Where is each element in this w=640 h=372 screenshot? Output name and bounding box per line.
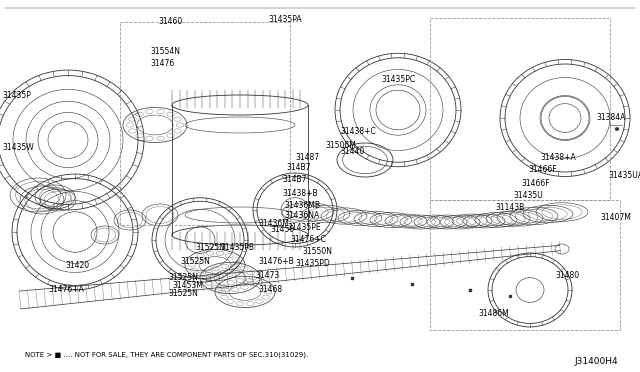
Text: 31435W: 31435W bbox=[2, 144, 34, 153]
Text: J31400H4: J31400H4 bbox=[574, 357, 618, 366]
Text: 31436NA: 31436NA bbox=[284, 212, 319, 221]
Text: 31554N: 31554N bbox=[150, 48, 180, 57]
Text: 31435PE: 31435PE bbox=[287, 224, 321, 232]
Text: 31476+A: 31476+A bbox=[48, 285, 84, 295]
Text: 31480: 31480 bbox=[555, 270, 579, 279]
Text: 31473: 31473 bbox=[255, 270, 279, 279]
Text: 31525N: 31525N bbox=[195, 244, 225, 253]
Text: 31438+B: 31438+B bbox=[282, 189, 317, 198]
Text: 31436M: 31436M bbox=[258, 219, 289, 228]
Text: 31453M: 31453M bbox=[172, 280, 203, 289]
Text: 31435PB: 31435PB bbox=[220, 244, 254, 253]
Text: 31476+B: 31476+B bbox=[258, 257, 294, 266]
Text: 31460: 31460 bbox=[158, 17, 182, 26]
Text: 31550N: 31550N bbox=[302, 247, 332, 257]
Text: 31384A: 31384A bbox=[596, 113, 625, 122]
Text: 31438+C: 31438+C bbox=[340, 128, 376, 137]
Text: 31525N: 31525N bbox=[168, 289, 198, 298]
Text: 31438+A: 31438+A bbox=[540, 154, 576, 163]
Text: 31143B: 31143B bbox=[495, 203, 524, 212]
Text: 31487: 31487 bbox=[295, 153, 319, 161]
Text: 31420: 31420 bbox=[65, 260, 89, 269]
Text: 31486M: 31486M bbox=[478, 310, 509, 318]
Text: 314B7: 314B7 bbox=[282, 176, 307, 185]
Text: 31435U: 31435U bbox=[513, 192, 543, 201]
Text: 31450: 31450 bbox=[270, 225, 294, 234]
Text: 31436MB: 31436MB bbox=[284, 201, 320, 209]
Text: 31440: 31440 bbox=[340, 148, 364, 157]
Ellipse shape bbox=[615, 128, 619, 131]
Text: 31466F: 31466F bbox=[521, 179, 550, 187]
Text: 31407M: 31407M bbox=[600, 214, 631, 222]
Text: 31466F: 31466F bbox=[528, 166, 557, 174]
Text: 31525N: 31525N bbox=[180, 257, 210, 266]
Text: 31435P: 31435P bbox=[2, 92, 31, 100]
Text: 31435UA: 31435UA bbox=[608, 170, 640, 180]
Text: 31476+C: 31476+C bbox=[290, 235, 326, 244]
Text: 31506M: 31506M bbox=[325, 141, 356, 150]
Text: 31435PA: 31435PA bbox=[268, 16, 301, 25]
Text: NOTE > ■ .... NOT FOR SALE, THEY ARE COMPONENT PARTS OF SEC.310(31029).: NOTE > ■ .... NOT FOR SALE, THEY ARE COM… bbox=[25, 352, 308, 358]
Text: 31468: 31468 bbox=[258, 285, 282, 295]
Text: 31435PC: 31435PC bbox=[381, 76, 415, 84]
Text: 314B7: 314B7 bbox=[286, 164, 310, 173]
Text: 31525N: 31525N bbox=[168, 273, 198, 282]
Text: 31476: 31476 bbox=[150, 60, 174, 68]
Text: 31435PD: 31435PD bbox=[295, 260, 330, 269]
